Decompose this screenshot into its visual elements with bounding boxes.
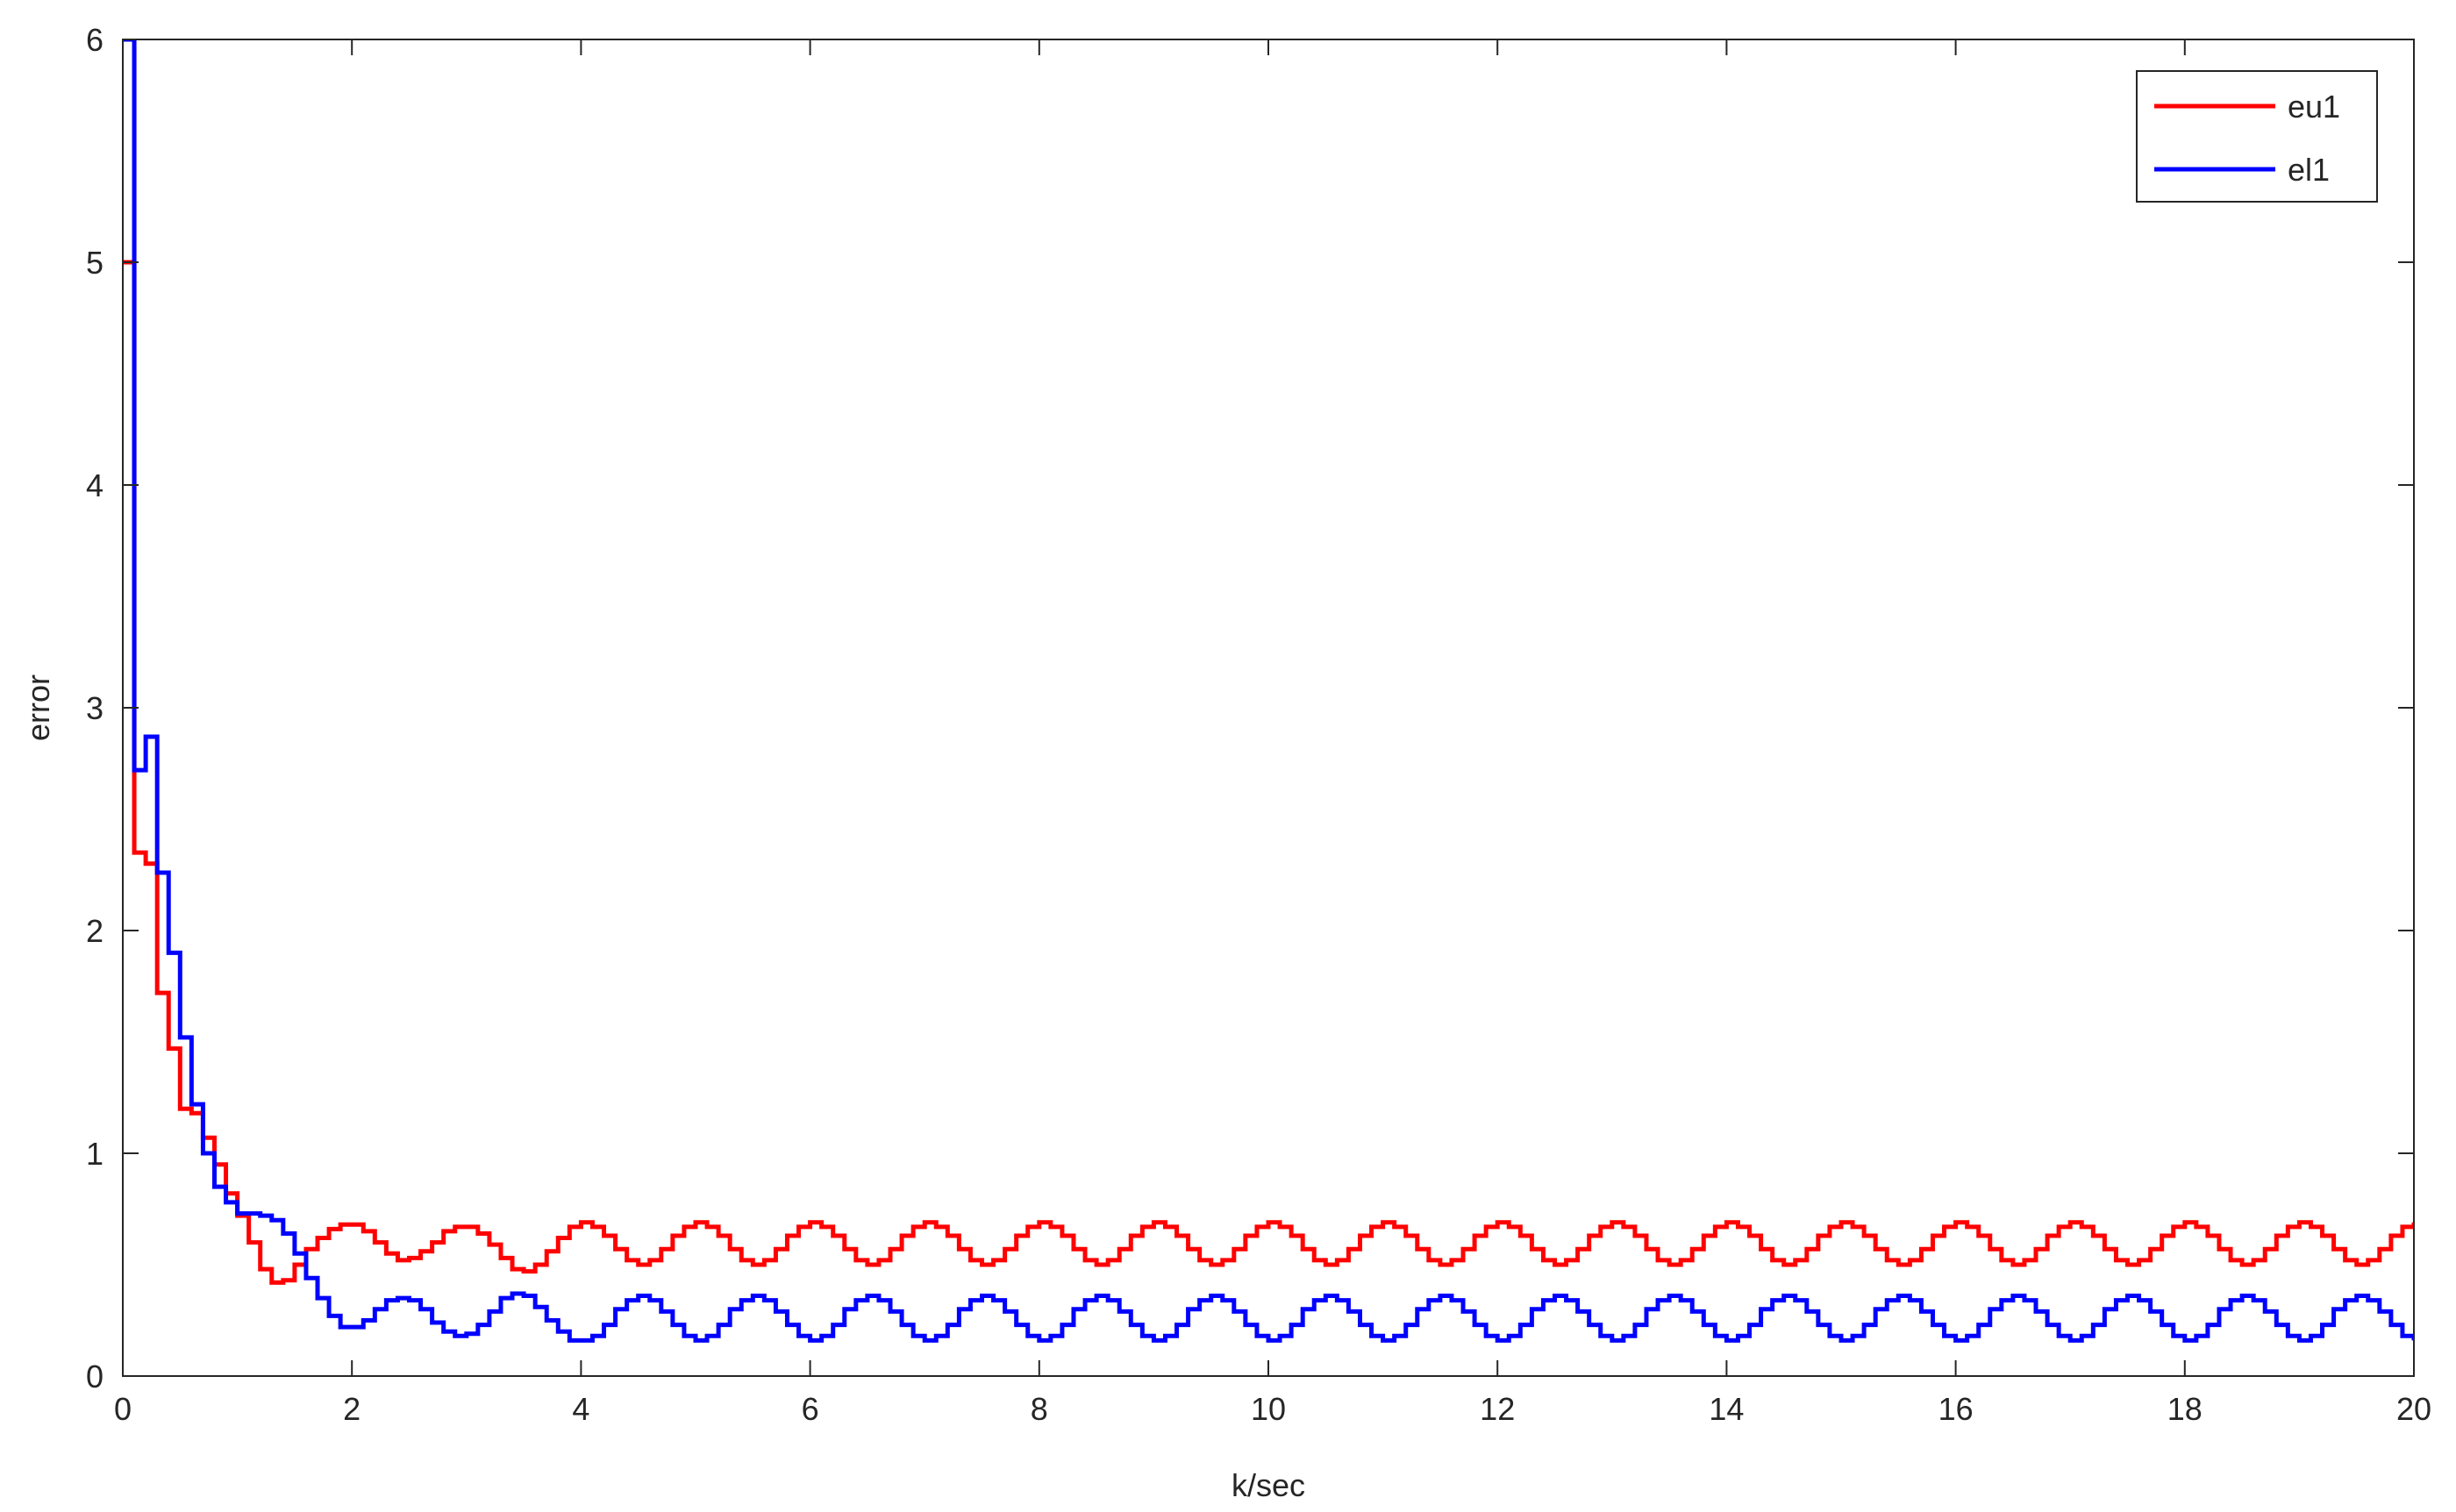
x-tick-label: 16 bbox=[1938, 1391, 1974, 1427]
y-tick-label: 3 bbox=[86, 690, 104, 726]
x-tick-label: 4 bbox=[572, 1391, 589, 1427]
x-axis-label: k/sec bbox=[1232, 1467, 1305, 1503]
y-tick-label: 4 bbox=[86, 467, 104, 503]
y-tick-label: 5 bbox=[86, 245, 104, 281]
x-tick-label: 10 bbox=[1251, 1391, 1286, 1427]
x-tick-label: 14 bbox=[1709, 1391, 1744, 1427]
y-tick-label: 2 bbox=[86, 913, 104, 949]
y-tick-label: 1 bbox=[86, 1136, 104, 1172]
y-tick-label: 0 bbox=[86, 1359, 104, 1394]
legend-label: eu1 bbox=[2288, 89, 2340, 125]
y-tick-label: 6 bbox=[86, 22, 104, 58]
x-tick-label: 8 bbox=[1031, 1391, 1048, 1427]
legend-label: el1 bbox=[2288, 152, 2330, 188]
axes-box bbox=[122, 39, 2415, 1377]
x-tick-label: 20 bbox=[2396, 1391, 2431, 1427]
series-line bbox=[123, 260, 2414, 1285]
x-tick-label: 2 bbox=[343, 1391, 361, 1427]
x-tick-label: 12 bbox=[1480, 1391, 1515, 1427]
legend-box bbox=[2136, 70, 2378, 203]
x-tick-label: 6 bbox=[802, 1391, 819, 1427]
x-tick-label: 18 bbox=[2167, 1391, 2203, 1427]
x-tick-label: 0 bbox=[114, 1391, 132, 1427]
y-axis-label: error bbox=[20, 674, 56, 741]
series-line bbox=[123, 39, 2414, 1343]
